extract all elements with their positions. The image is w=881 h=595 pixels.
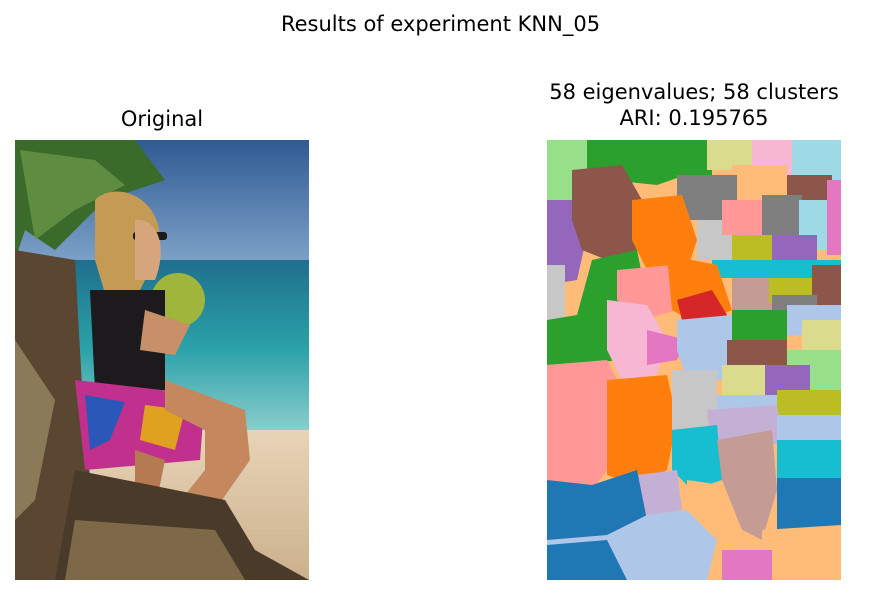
cluster-cyan-band	[712, 260, 841, 278]
cluster-blue-bottom-left	[547, 470, 647, 545]
arm	[140, 310, 190, 355]
figure-suptitle: Results of experiment KNN_05	[280, 12, 601, 36]
cluster-pink-bottom	[722, 550, 772, 580]
cluster-light-orange-top	[732, 165, 787, 200]
cluster-gray-mid	[762, 195, 802, 235]
face	[135, 219, 161, 280]
cluster-map-drawing	[547, 140, 841, 580]
cluster-light-orange-bottom-right	[762, 525, 841, 580]
cluster-cyan-lower-right	[777, 440, 841, 480]
skirt-pattern	[85, 395, 125, 450]
legs	[165, 380, 250, 530]
skirt-pattern-2	[140, 405, 185, 450]
cluster-blue-bottom	[547, 540, 627, 580]
cluster-orange-upper	[632, 195, 697, 270]
clusters-panel-title: 58 eigenvalues; 58 clusters ARI: 0.19576…	[494, 79, 881, 131]
original-image	[15, 140, 309, 580]
palm-fronds-light	[20, 150, 125, 240]
cluster-light-gray-left	[547, 265, 565, 325]
original-photo-drawing	[15, 140, 309, 580]
cluster-brown-left	[572, 165, 642, 260]
cluster-tan-lower	[717, 430, 777, 540]
clusters-title-line1: 58 eigenvalues; 58 clusters	[549, 80, 839, 104]
cluster-light-blue-mid	[677, 315, 737, 380]
cluster-lavender-bottom	[637, 470, 682, 520]
palm-leaves-lower	[15, 340, 55, 520]
cluster-salmon-left	[547, 360, 622, 490]
cluster-salmon-center	[722, 200, 767, 235]
cluster-green-mid	[732, 310, 787, 345]
cluster-blue-bottom-right	[777, 478, 841, 533]
cluster-orange-lower	[607, 375, 677, 485]
cluster-tan-mid	[732, 278, 772, 313]
straw	[65, 520, 245, 580]
original-panel-title: Original	[120, 107, 204, 131]
cluster-map	[547, 140, 841, 580]
cluster-light-cyan-top	[792, 140, 841, 180]
cluster-pink-right-edge	[827, 180, 841, 255]
cluster-cyan-lower	[672, 425, 722, 490]
cluster-purple-center	[772, 235, 817, 260]
clusters-title-line2: ARI: 0.195765	[619, 106, 769, 130]
